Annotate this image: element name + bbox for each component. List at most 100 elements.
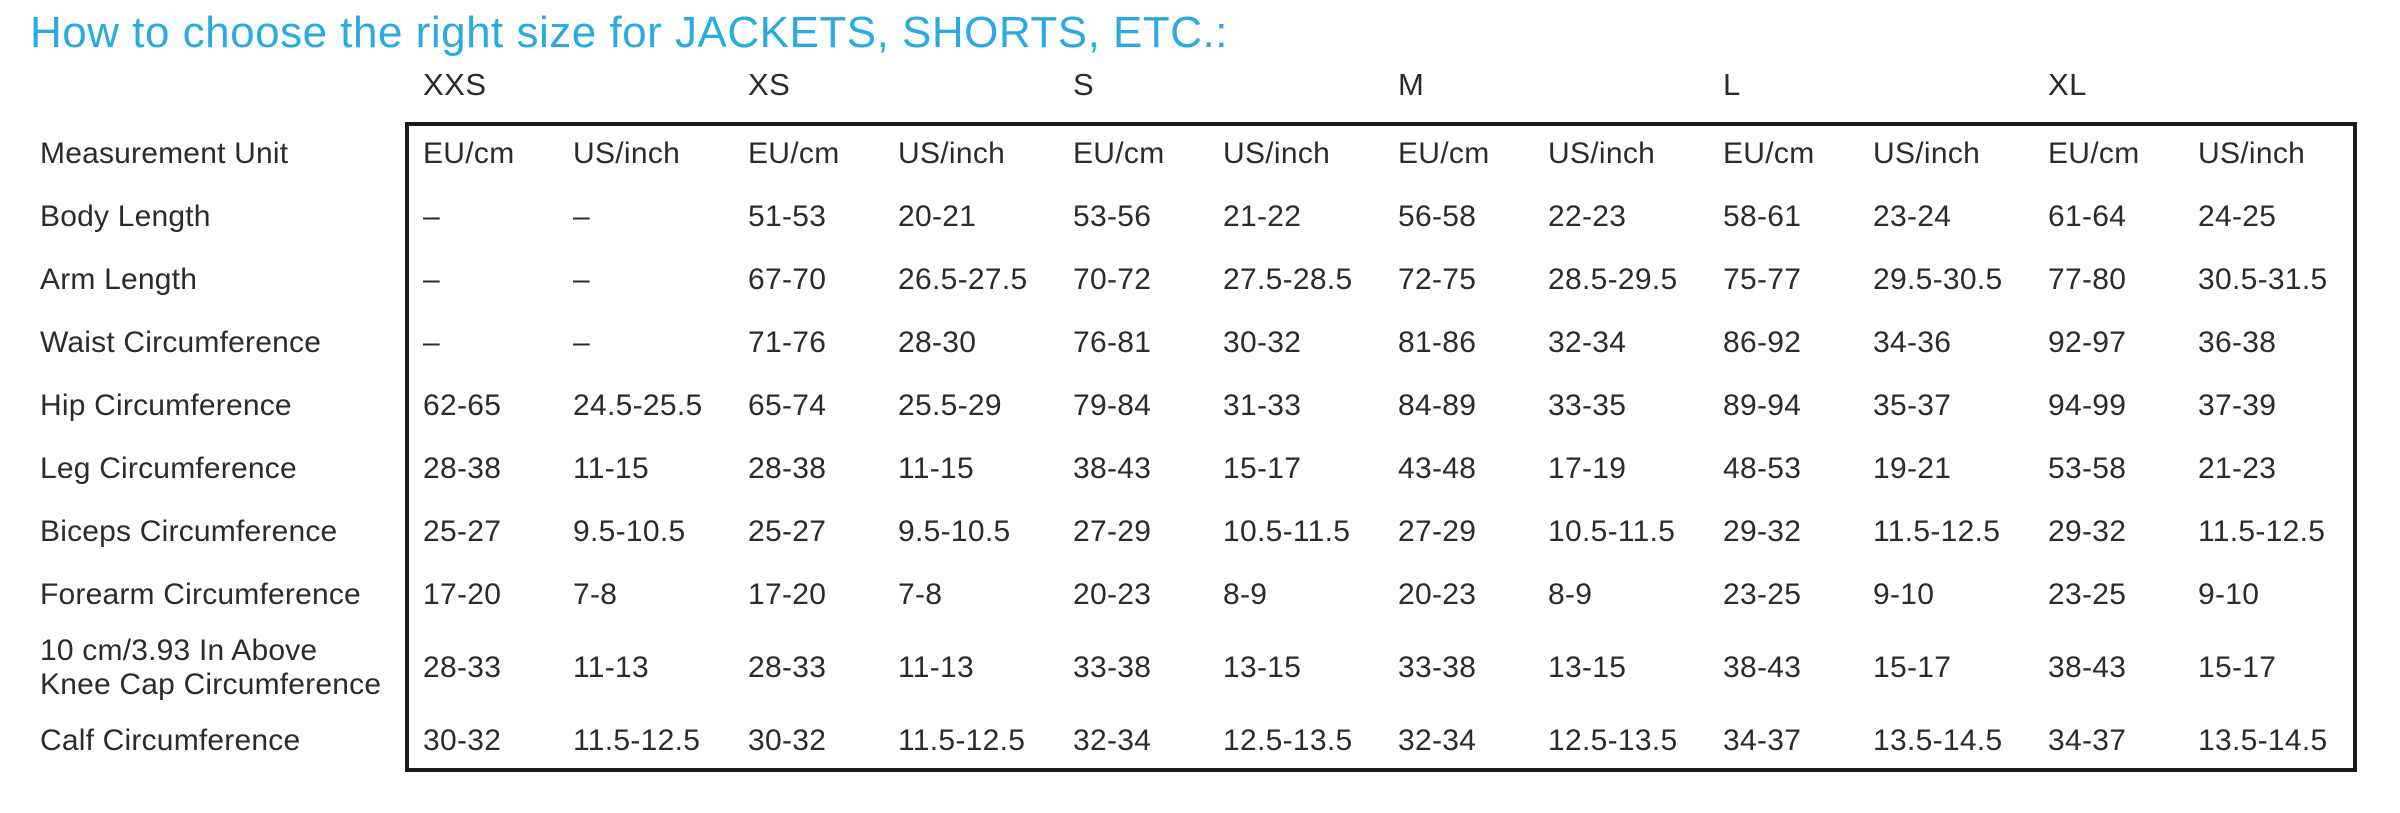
table-cell: –	[423, 325, 440, 359]
table-cell: 8-9	[1548, 577, 1593, 611]
row-label: 10 cm/3.93 In Above Knee Cap Circumferen…	[40, 634, 382, 701]
table-cell: 29-32	[2048, 514, 2127, 548]
table-cell: 28-33	[748, 651, 827, 684]
table-cell: 32-34	[1548, 325, 1627, 359]
table-cell: 92-97	[2048, 325, 2127, 359]
table-cell: 28-38	[423, 451, 502, 485]
table-cell: 34-37	[1723, 723, 1802, 757]
table-cell: 33-38	[1398, 651, 1477, 684]
unit-header-cell: EU/cm	[1398, 136, 1490, 170]
table-cell: 21-23	[2198, 451, 2277, 485]
size-group-header-row: XXS XS S M L XL	[0, 58, 2357, 112]
table-cell: 7-8	[898, 577, 943, 611]
table-cell: 75-77	[1723, 262, 1802, 296]
table-cell: 17-20	[748, 577, 827, 611]
unit-header-cell: US/inch	[1548, 136, 1656, 170]
table-cell: 38-43	[1723, 651, 1802, 684]
table-cell: 94-99	[2048, 388, 2127, 422]
row-label: Biceps Circumference	[40, 514, 338, 548]
table-cell: 34-36	[1873, 325, 1952, 359]
size-group-label: XL	[2048, 67, 2087, 102]
table-cell: 15-17	[1873, 651, 1952, 684]
table-cell: 67-70	[748, 262, 827, 296]
table-cell: 20-23	[1073, 577, 1152, 611]
table-cell: 11.5-12.5	[573, 723, 701, 757]
table-cell: 12.5-13.5	[1548, 723, 1678, 757]
table-row: Waist Circumference – – 71-76 28-30 76-81 30-…	[0, 311, 2357, 374]
table-cell: 29-32	[1723, 514, 1802, 548]
table-cell: 9.5-10.5	[898, 514, 1011, 548]
table-cell: 26.5-27.5	[898, 262, 1028, 296]
table-cell: 37-39	[2198, 388, 2277, 422]
table-cell: 43-48	[1398, 451, 1477, 485]
row-label: Arm Length	[40, 262, 198, 296]
table-cell: 76-81	[1073, 325, 1152, 359]
table-cell: 9.5-10.5	[573, 514, 686, 548]
table-row: Biceps Circumference 25-27 9.5-10.5 25-27 9…	[0, 500, 2357, 563]
table-cell: 23-24	[1873, 199, 1952, 233]
size-group-label: M	[1398, 67, 1425, 102]
table-cell: 38-43	[2048, 651, 2127, 684]
table-cell: 13-15	[1223, 651, 1302, 684]
table-cell: 53-58	[2048, 451, 2127, 485]
table-cell: 7-8	[573, 577, 618, 611]
table-cell: 27-29	[1398, 514, 1477, 548]
table-cell: 17-20	[423, 577, 502, 611]
table-cell: 11-13	[898, 651, 975, 684]
unit-header-row: Measurement Unit EU/cm US/inch EU/cm US/inc…	[0, 122, 2357, 185]
table-cell: –	[423, 199, 440, 233]
table-cell: 24-25	[2198, 199, 2277, 233]
table-cell: 23-25	[1723, 577, 1802, 611]
table-cell: –	[573, 325, 590, 359]
unit-header-cell: US/inch	[573, 136, 681, 170]
row-label: Leg Circumference	[40, 451, 297, 485]
table-cell: 56-58	[1398, 199, 1477, 233]
table-cell: 53-56	[1073, 199, 1152, 233]
table-row: Leg Circumference 28-38 11-15 28-38 11-15 38…	[0, 437, 2357, 500]
table-cell: 11-15	[573, 451, 650, 485]
table-rows: Measurement Unit EU/cm US/inch EU/cm US/inc…	[0, 122, 2357, 771]
table-cell: 9-10	[1873, 577, 1935, 611]
table-cell: 10.5-11.5	[1548, 514, 1676, 548]
table-cell: 79-84	[1073, 388, 1152, 422]
table-cell: 86-92	[1723, 325, 1802, 359]
table-cell: 28-30	[898, 325, 977, 359]
table-cell: 30-32	[423, 723, 502, 757]
table-cell: 13.5-14.5	[1873, 723, 2003, 757]
table-cell: 33-38	[1073, 651, 1152, 684]
table-cell: 11.5-12.5	[898, 723, 1026, 757]
table-cell: 21-22	[1223, 199, 1302, 233]
table-cell: 84-89	[1398, 388, 1477, 422]
table-cell: 13.5-14.5	[2198, 723, 2328, 757]
row-label: Waist Circumference	[40, 325, 322, 359]
table-cell: 32-34	[1073, 723, 1152, 757]
table-cell: 25.5-29	[898, 388, 1002, 422]
table-cell: 13-15	[1548, 651, 1627, 684]
unit-header-cell: EU/cm	[748, 136, 840, 170]
table-row: Arm Length – – 67-70 26.5-27.5 70-72 27.5-28.…	[0, 248, 2357, 311]
table-cell: 77-80	[2048, 262, 2127, 296]
unit-header-cell: EU/cm	[1723, 136, 1815, 170]
table-cell: 71-76	[748, 325, 827, 359]
table-cell: 29.5-30.5	[1873, 262, 2003, 296]
table-cell: 11.5-12.5	[2198, 514, 2326, 548]
table-cell: 20-23	[1398, 577, 1477, 611]
table-cell: 11-13	[573, 651, 650, 684]
table-cell: –	[573, 199, 590, 233]
table-cell: 48-53	[1723, 451, 1802, 485]
page-title: How to choose the right size for JACKETS…	[30, 8, 1228, 57]
row-label: Forearm Circumference	[40, 577, 361, 611]
unit-header-cell: EU/cm	[423, 136, 515, 170]
table-cell: 30-32	[1223, 325, 1302, 359]
row-label: Hip Circumference	[40, 388, 292, 422]
row-label: Body Length	[40, 199, 211, 233]
table-cell: 11.5-12.5	[1873, 514, 2001, 548]
table-cell: 22-23	[1548, 199, 1627, 233]
table-cell: 89-94	[1723, 388, 1802, 422]
table-row: Body Length – – 51-53 20-21 53-56 21-22 56-58 2…	[0, 185, 2357, 248]
row-label: Calf Circumference	[40, 723, 301, 757]
table-cell: 25-27	[748, 514, 827, 548]
table-cell: 15-17	[2198, 651, 2277, 684]
table-row: Calf Circumference 30-32 11.5-12.5 30-32 11…	[0, 710, 2357, 771]
